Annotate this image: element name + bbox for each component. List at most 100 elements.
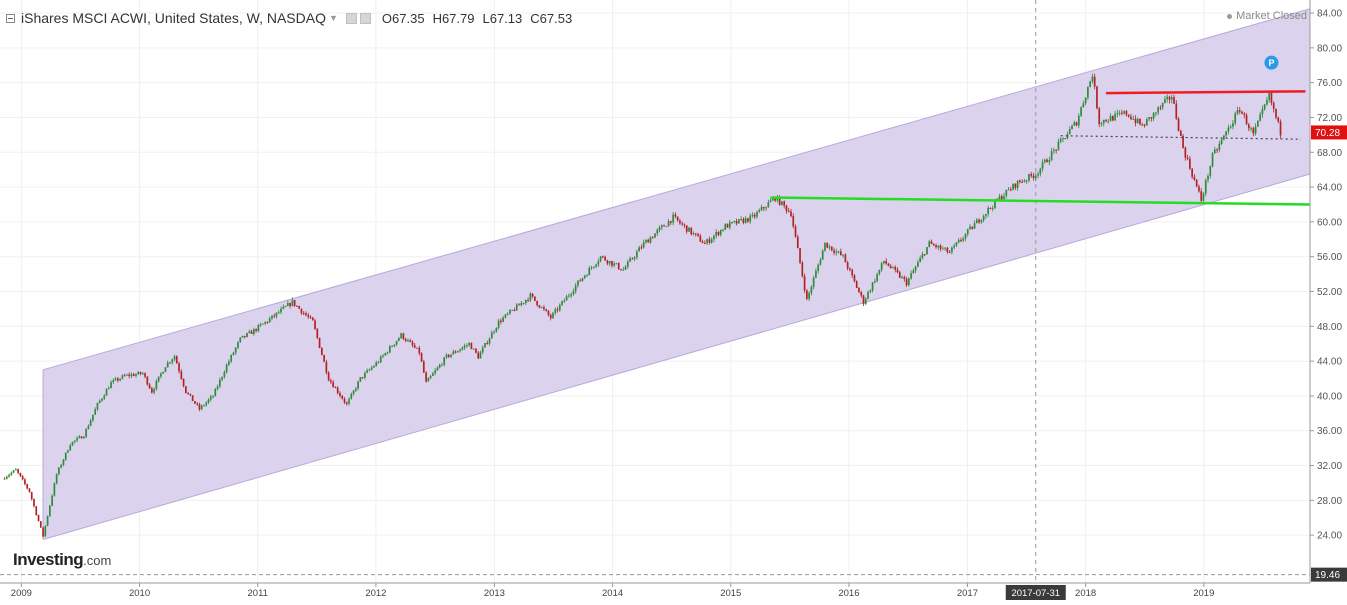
candle-body bbox=[157, 376, 160, 382]
candle-body bbox=[246, 333, 248, 337]
candle-body bbox=[427, 377, 430, 382]
candle-body bbox=[314, 320, 316, 329]
candle-body bbox=[1003, 195, 1005, 200]
candle-body bbox=[1059, 138, 1062, 142]
baseline-tag bbox=[1311, 567, 1347, 582]
candle-body bbox=[917, 262, 919, 267]
candle-body bbox=[679, 220, 681, 224]
candle-body bbox=[937, 245, 940, 248]
candle-body bbox=[1272, 102, 1275, 109]
candle-body bbox=[484, 342, 486, 348]
candle-body bbox=[164, 367, 167, 372]
candle-body bbox=[1193, 176, 1196, 180]
candle-body bbox=[971, 226, 974, 229]
candle-body bbox=[1175, 103, 1178, 119]
candle-body bbox=[706, 239, 708, 244]
candle-body bbox=[647, 240, 650, 243]
candle-body bbox=[1107, 121, 1110, 123]
y-tick-label: 56.00 bbox=[1317, 252, 1342, 263]
candle-body bbox=[810, 287, 813, 293]
candle-body bbox=[214, 388, 217, 397]
candle-body bbox=[844, 254, 847, 263]
candle-body bbox=[196, 403, 199, 405]
candle-body bbox=[479, 352, 482, 359]
candle-body bbox=[513, 309, 516, 311]
candle-body bbox=[597, 261, 600, 265]
candle-body bbox=[613, 263, 616, 266]
candle-body bbox=[642, 242, 645, 248]
candle-body bbox=[1218, 143, 1221, 150]
candle-body bbox=[141, 373, 144, 375]
candle-body bbox=[586, 275, 588, 277]
candle-body bbox=[962, 238, 965, 241]
candle-body bbox=[624, 266, 627, 270]
candle-body bbox=[230, 355, 233, 362]
candle-body bbox=[887, 263, 890, 267]
candle-body bbox=[1082, 103, 1085, 108]
candle-body bbox=[450, 354, 452, 357]
y-tick-label: 76.00 bbox=[1317, 78, 1342, 89]
candle-body bbox=[94, 409, 97, 415]
candle-body bbox=[717, 232, 720, 235]
candle-body bbox=[39, 521, 42, 528]
candle-body bbox=[1068, 129, 1071, 135]
candle-body bbox=[46, 516, 49, 526]
candle-body bbox=[554, 309, 557, 313]
candle-body bbox=[1207, 175, 1209, 181]
chevron-down-icon[interactable]: ▼ bbox=[328, 13, 338, 23]
candle-body bbox=[472, 348, 475, 350]
candle-body bbox=[425, 372, 427, 382]
candle-body bbox=[1261, 109, 1264, 115]
candle-body bbox=[903, 277, 906, 280]
candle-body bbox=[1034, 175, 1037, 178]
candle-body bbox=[842, 254, 844, 256]
candle-body bbox=[987, 207, 990, 214]
candle-body bbox=[1032, 175, 1035, 178]
candle-body bbox=[121, 375, 124, 379]
candle-body bbox=[1075, 122, 1078, 126]
candle-body bbox=[407, 340, 409, 342]
support-line bbox=[770, 196, 1311, 206]
candle-body bbox=[486, 342, 489, 344]
candle-body bbox=[339, 392, 341, 396]
candle-body bbox=[289, 303, 291, 306]
candle-body bbox=[293, 299, 296, 306]
candle-body bbox=[1223, 135, 1225, 140]
candle-body bbox=[719, 229, 722, 235]
candle-body bbox=[198, 404, 201, 410]
collapse-toggle-icon[interactable] bbox=[6, 13, 15, 23]
candle-body bbox=[649, 237, 652, 243]
candle-body bbox=[767, 202, 770, 208]
candle-body bbox=[504, 314, 507, 318]
candle-body bbox=[975, 219, 978, 224]
candle-body bbox=[563, 300, 566, 302]
candle-body bbox=[749, 215, 752, 222]
candle-body bbox=[1025, 180, 1028, 182]
candle-body bbox=[801, 262, 804, 277]
candle-body bbox=[726, 224, 729, 228]
candle-body bbox=[1021, 181, 1024, 183]
candle-body bbox=[1150, 117, 1153, 119]
compare-icon[interactable] bbox=[359, 12, 371, 24]
candle-body bbox=[203, 405, 205, 407]
x-tick-label: 2016 bbox=[838, 588, 859, 599]
y-tick-label: 44.00 bbox=[1317, 357, 1342, 368]
p-marker-icon bbox=[1264, 55, 1279, 70]
candle-body bbox=[126, 374, 128, 376]
candle-body bbox=[704, 243, 706, 245]
candle-body bbox=[522, 302, 525, 304]
candle-body bbox=[1043, 159, 1046, 163]
x-tick-label: 2013 bbox=[484, 588, 505, 599]
candle-body bbox=[758, 210, 761, 213]
candle-body bbox=[715, 232, 718, 236]
instrument-title[interactable]: iShares MSCI ACWI, United States, W, NAS… bbox=[21, 10, 326, 26]
candle-body bbox=[488, 338, 491, 344]
candle-body bbox=[280, 308, 282, 313]
settings-icon[interactable] bbox=[345, 12, 357, 24]
candle-body bbox=[953, 245, 956, 248]
candle-body bbox=[305, 313, 307, 316]
candle-body bbox=[67, 450, 69, 453]
candle-body bbox=[688, 227, 690, 232]
